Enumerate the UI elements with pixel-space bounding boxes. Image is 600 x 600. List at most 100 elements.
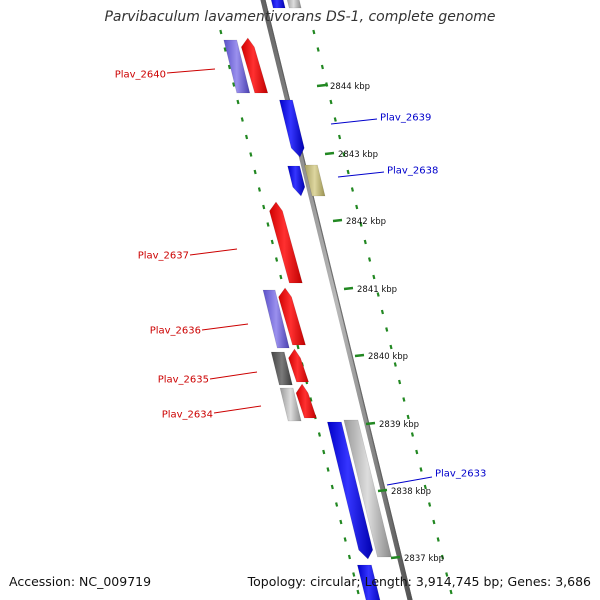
scale-dot	[249, 152, 253, 157]
genome-backbone	[260, 0, 413, 600]
scale-dot	[316, 47, 320, 52]
map-title: Parvibaculum lavamentivorans DS-1, compl…	[104, 9, 496, 25]
scale-dot	[329, 99, 333, 105]
feature-purple-2640	[223, 39, 251, 94]
scale-dot	[436, 537, 440, 542]
scale-dot	[322, 449, 326, 455]
gene-label-plav-2635[interactable]: Plav_2635	[158, 375, 209, 386]
genome-summary-text: Topology: circular; Length: 3,914,745 bp…	[247, 574, 591, 589]
scale-major-tick	[316, 83, 327, 88]
gene-leader-line	[166, 68, 216, 74]
outer-scale-ring	[312, 29, 453, 595]
scale-major-tick	[332, 218, 343, 223]
scale-dot	[296, 344, 300, 350]
scale-dot	[445, 572, 449, 577]
scale-major-tick	[390, 555, 401, 560]
scale-dot	[236, 99, 240, 105]
scale-dot	[440, 554, 445, 560]
gene-label-plav-2636[interactable]: Plav_2636	[150, 326, 201, 337]
scale-dot	[333, 117, 337, 122]
scale-dot	[343, 537, 347, 542]
gene-plav-2636	[278, 287, 306, 346]
scale-tick-label: 2839 kbp	[379, 420, 419, 430]
scale-dot	[266, 222, 270, 227]
scale-tick-label: 2841 kbp	[357, 285, 397, 295]
partial-reverse-gene-bottom	[357, 564, 381, 600]
scale-dot	[410, 432, 415, 437]
scale-tick-label: 2842 kbp	[346, 217, 386, 227]
backbone-edge	[264, 0, 413, 600]
gene-label-plav-2637[interactable]: Plav_2637	[138, 251, 189, 262]
scale-dot	[380, 309, 384, 315]
scale-tick-label: 2838 kbp	[391, 487, 431, 497]
scale-dot	[312, 29, 316, 35]
gene-leader-line	[337, 171, 385, 178]
gene-leader-line	[189, 248, 238, 256]
feature-gray-2635	[270, 351, 293, 386]
gene-plav-2639	[279, 99, 305, 158]
scale-dot	[338, 134, 342, 140]
scale-dot	[253, 169, 257, 175]
gene-plav-2640	[240, 37, 269, 94]
scale-dot	[389, 344, 393, 350]
scale-tick-label: 2843 kbp	[338, 150, 378, 160]
scale-dot	[449, 589, 453, 595]
scale-dot	[270, 239, 274, 245]
scale-tick-label: 2837 kbp	[404, 554, 444, 564]
scale-dot	[339, 519, 343, 525]
scale-dot	[368, 257, 372, 262]
scale-dot	[372, 274, 376, 280]
scale-dot	[320, 64, 324, 70]
scale-dot	[376, 292, 380, 297]
gene-plav-2634	[295, 383, 317, 419]
feature-tan-2638	[304, 164, 326, 197]
scale-dot	[223, 47, 227, 52]
backbone-line	[260, 0, 413, 600]
gene-label-plav-2638[interactable]: Plav_2638	[387, 166, 438, 177]
gene-label-plav-2639[interactable]: Plav_2639	[380, 113, 431, 124]
scale-dot	[245, 134, 249, 140]
scale-dot	[363, 239, 367, 245]
scale-major-tick	[324, 151, 335, 156]
scale-rings	[219, 29, 453, 595]
gene-leader-line	[330, 118, 378, 125]
gene-plav-2635	[288, 348, 310, 383]
scale-dot	[385, 327, 389, 332]
scale-dot	[423, 484, 427, 490]
gene-leader-line	[386, 476, 433, 486]
accession-text: Accession: NC_009719	[9, 574, 152, 589]
scale-tick-label: 2840 kbp	[368, 352, 408, 362]
feature-purple-2636	[262, 289, 290, 349]
gene-features	[223, 0, 392, 600]
scale-dot	[352, 572, 356, 577]
scale-dot	[415, 449, 419, 455]
scale-major-tick	[343, 286, 354, 291]
scale-dot	[317, 432, 322, 437]
scale-dot	[257, 187, 261, 192]
gene-label-plav-2634[interactable]: Plav_2634	[162, 410, 213, 421]
gene-label-plav-2633[interactable]: Plav_2633	[435, 469, 486, 480]
scale-dot	[346, 169, 350, 175]
scale-dot	[227, 64, 231, 70]
gene-label-plav-2640[interactable]: Plav_2640	[115, 70, 166, 81]
gene-plav-2638	[287, 165, 306, 197]
scale-dot	[219, 29, 223, 35]
scale-dot	[279, 274, 283, 280]
scale-dot	[347, 554, 352, 560]
gene-plav-2633	[327, 421, 374, 560]
gene-leader-line	[213, 405, 262, 414]
scale-dot	[402, 397, 406, 402]
scale-major-tick	[365, 421, 376, 426]
scale-dot	[232, 82, 236, 87]
scale-dot	[325, 82, 329, 87]
gene-labels: Plav_2640 Plav_2639 Plav_2638 Plav_2637 Plav…	[115, 68, 486, 486]
scale-major-tick	[354, 353, 365, 358]
scale-dot	[275, 257, 279, 262]
gene-leader-line	[201, 323, 249, 331]
scale-dot	[350, 187, 354, 192]
gene-leader-line	[209, 371, 258, 380]
scale-dot	[398, 379, 402, 385]
scale-dot	[428, 502, 432, 507]
